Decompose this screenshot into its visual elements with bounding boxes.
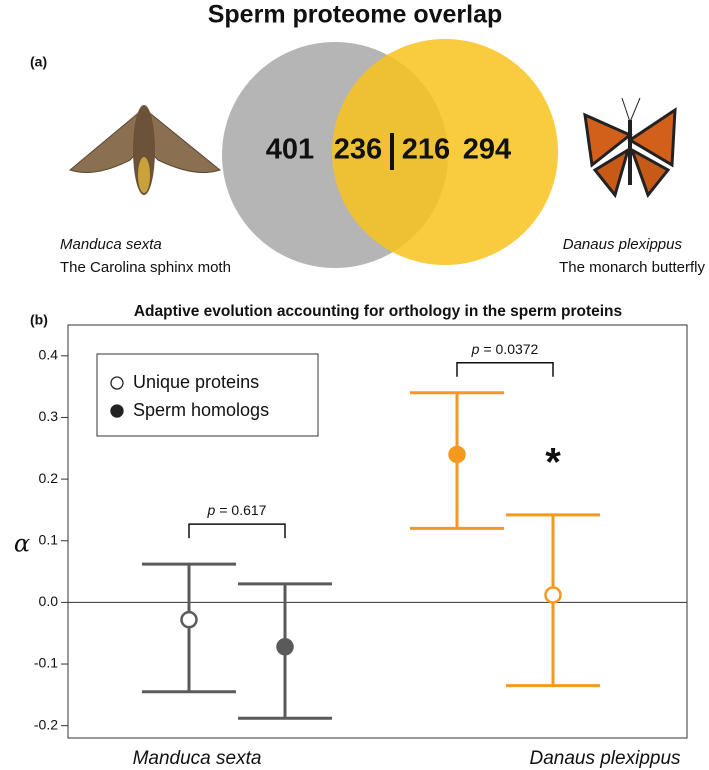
legend-marker (110, 376, 124, 390)
y-tick-label: 0.1 (39, 531, 59, 547)
y-tick-label: -0.1 (34, 655, 58, 671)
point (544, 586, 562, 604)
point (180, 610, 198, 629)
significance-bracket (456, 362, 554, 377)
x-category-label: Manduca sexta (133, 748, 262, 769)
venn-count: 216 (402, 134, 450, 166)
y-tick-label: 0.4 (39, 347, 59, 363)
plot-frame (67, 324, 688, 739)
legend-label: Sperm homologs (133, 400, 269, 420)
species-name: Danaus plexippus (563, 236, 683, 253)
error-bar (506, 513, 600, 688)
butterfly-illustration (583, 97, 677, 199)
y-axis-label: α (14, 530, 30, 558)
p-value: = 0.0372 (483, 341, 538, 357)
p-value: = 0.617 (219, 502, 266, 518)
legend-marker (110, 404, 124, 418)
chart-title: Adaptive evolution accounting for orthol… (134, 303, 622, 320)
p-value-label: p = 0.0372 (471, 341, 539, 357)
venn-count: 236 (334, 134, 382, 166)
panel-label: (a) (30, 54, 47, 70)
y-tick-label: 0.3 (39, 408, 59, 424)
y-tick-label: 0.2 (39, 470, 59, 486)
point (276, 638, 294, 656)
significance-mark: * (545, 440, 561, 484)
p-value-label: p = 0.617 (207, 502, 267, 518)
significance-bracket (188, 523, 286, 539)
y-tick-label: -0.2 (34, 716, 58, 732)
common-name: The Carolina sphinx moth (60, 259, 231, 276)
panel-label: (b) (30, 312, 48, 328)
p-symbol: p (207, 502, 216, 518)
p-symbol: p (471, 341, 480, 357)
venn-circle (332, 39, 558, 265)
common-name: The monarch butterfly (559, 259, 705, 276)
error-bar (410, 391, 504, 530)
error-bar (238, 582, 332, 720)
error-bar (142, 562, 236, 694)
x-category-label: Danaus plexippus (529, 748, 681, 769)
moth-illustration (68, 105, 222, 195)
point (448, 445, 466, 464)
chart-title: Sperm proteome overlap (208, 1, 503, 29)
venn-count: 401 (266, 134, 314, 166)
species-name: Manduca sexta (60, 236, 162, 253)
legend-box (96, 353, 319, 437)
venn-count: 294 (463, 134, 511, 166)
legend-label: Unique proteins (133, 372, 259, 392)
y-tick-label: 0.0 (39, 593, 59, 609)
